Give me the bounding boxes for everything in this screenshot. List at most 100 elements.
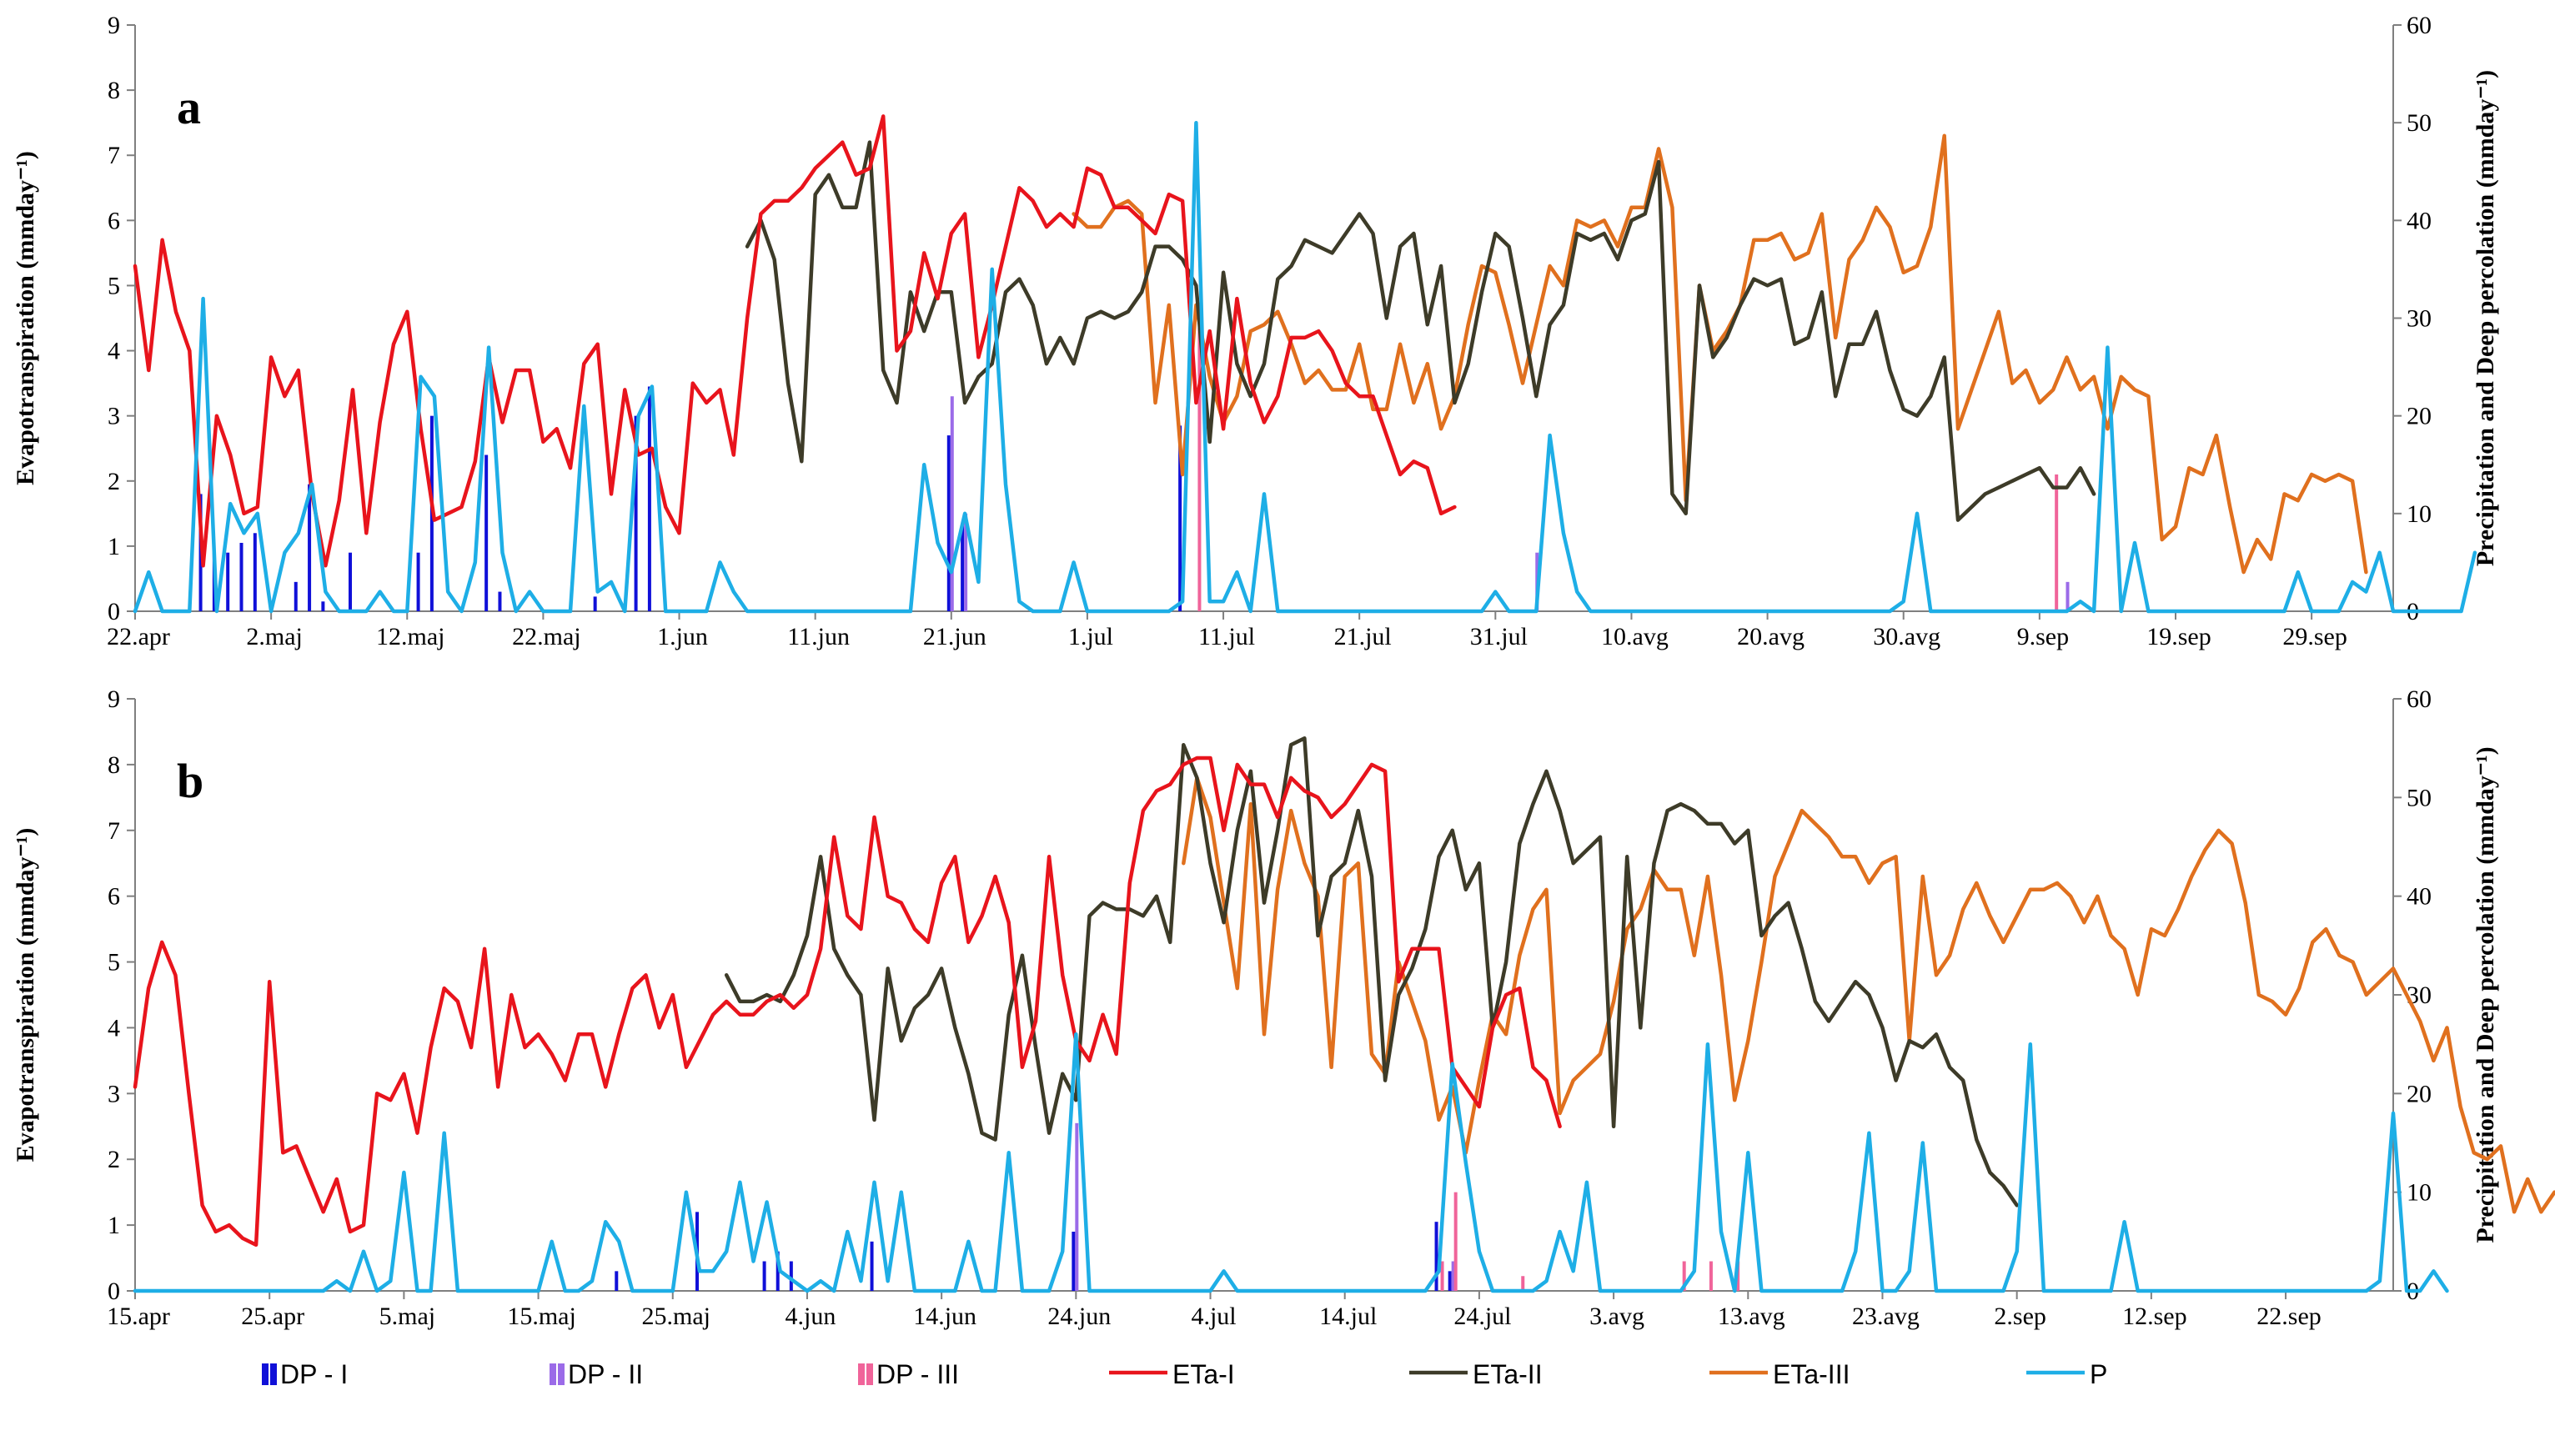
y-axis-right-title: Precipitation and Deep percolation (mmda… <box>2472 746 2499 1243</box>
dp-bar-dp-iii <box>1197 328 1202 611</box>
y-right-tick-label: 20 <box>2407 1080 2432 1107</box>
y-right-tick-label: 10 <box>2407 500 2432 528</box>
x-tick-label: 21.jul <box>1334 623 1392 650</box>
y-right-tick-label: 50 <box>2407 784 2432 811</box>
dp-bar-dp-i <box>294 581 298 611</box>
legend: DP - I DP - II DP - III ETa-I ETa-II ETa-III P <box>262 1359 2107 1389</box>
legend-swatch-bar <box>858 1363 865 1385</box>
y-left-tick-label: 0 <box>108 1278 120 1305</box>
x-tick-label: 9.sep <box>2017 623 2070 650</box>
dp-bar-dp-i <box>593 596 597 611</box>
dp-bar-dp-i <box>226 552 230 611</box>
dp-bar-dp-i <box>484 454 489 611</box>
x-tick-label: 25.maj <box>642 1303 711 1330</box>
x-tick-label: 2.sep <box>1994 1303 2046 1330</box>
y-left-tick-label: 2 <box>108 468 120 495</box>
x-tick-label: 4.jul <box>1191 1303 1236 1330</box>
x-tick-label: 14.jul <box>1319 1303 1377 1330</box>
y-left-tick-label: 0 <box>108 598 120 625</box>
dp-bar-dp-i <box>961 523 965 611</box>
dp-bar-dp-i <box>349 552 353 611</box>
series-line-p <box>133 120 2477 614</box>
x-tick-label: 5.maj <box>379 1303 436 1330</box>
dp-bar-dp-ii <box>950 396 954 611</box>
y-right-tick-label: 40 <box>2407 207 2432 234</box>
y-left-tick-label: 5 <box>108 272 120 299</box>
y-left-tick-label: 1 <box>108 533 120 560</box>
dp-bar-dp-iii <box>1521 1276 1525 1291</box>
x-tick-label: 22.maj <box>512 623 581 650</box>
dp-bar-dp-i <box>1178 425 1182 611</box>
x-tick-label: 1.jul <box>1068 623 1113 650</box>
x-tick-label: 14.jun <box>913 1303 976 1330</box>
x-tick-label: 29.sep <box>2282 623 2347 650</box>
dp-bar-dp-i <box>498 591 502 611</box>
series-line-eta-i <box>133 114 1457 568</box>
y-right-tick-label: 60 <box>2407 685 2432 713</box>
x-tick-label: 21.jun <box>923 623 986 650</box>
y-left-tick-label: 6 <box>108 883 120 911</box>
series-line-p <box>133 1032 2449 1293</box>
y-left-tick-label: 7 <box>108 142 120 169</box>
x-tick-label: 15.maj <box>507 1303 576 1330</box>
y-right-tick-label: 50 <box>2407 109 2432 137</box>
legend-label: ETa-III <box>1773 1359 1850 1389</box>
x-tick-label: 31.jul <box>1470 623 1528 650</box>
x-tick-label: 23.avg <box>1852 1303 1920 1330</box>
dp-bar-dp-i <box>253 533 257 611</box>
dp-bar-dp-i <box>789 1261 793 1291</box>
legend-label: DP - III <box>876 1359 959 1389</box>
panel-label: a <box>177 80 201 134</box>
x-tick-label: 3.avg <box>1589 1303 1644 1330</box>
dp-bar-dp-i <box>615 1271 619 1291</box>
dp-bar-dp-i <box>946 435 951 611</box>
y-left-tick-label: 2 <box>108 1146 120 1173</box>
y-right-tick-label: 40 <box>2407 883 2432 911</box>
x-tick-label: 25.apr <box>241 1303 304 1330</box>
legend-label: ETa-II <box>1473 1359 1543 1389</box>
legend-swatch-bar <box>866 1363 873 1385</box>
x-tick-label: 19.sep <box>2146 623 2211 650</box>
y-right-tick-label: 30 <box>2407 305 2432 333</box>
series-line-eta-ii <box>724 736 2019 1207</box>
y-axis-left-title: Evapotranspiration (mmday⁻¹) <box>12 828 39 1162</box>
x-tick-label: 10.avg <box>1601 623 1669 650</box>
legend-swatch-bar <box>550 1363 556 1385</box>
x-tick-label: 2.maj <box>246 623 303 650</box>
y-left-tick-label: 9 <box>108 685 120 713</box>
legend-label: P <box>2090 1359 2107 1389</box>
y-left-tick-label: 9 <box>108 12 120 39</box>
dp-bar-dp-i <box>647 386 651 611</box>
y-right-tick-label: 10 <box>2407 1179 2432 1207</box>
y-left-tick-label: 4 <box>108 338 120 365</box>
y-axis-left-title: Evapotranspiration (mmday⁻¹) <box>12 151 39 485</box>
dp-bar-dp-iii <box>2055 474 2059 611</box>
x-tick-label: 11.jun <box>787 623 850 650</box>
legend-label: DP - I <box>280 1359 348 1389</box>
series-line-eta-i <box>133 756 1562 1248</box>
x-tick-label: 12.maj <box>376 623 445 650</box>
y-right-tick-label: 60 <box>2407 12 2432 39</box>
x-tick-label: 30.avg <box>1873 623 1940 650</box>
y-left-tick-label: 3 <box>108 1080 120 1107</box>
x-tick-label: 22.apr <box>107 623 170 650</box>
x-tick-label: 11.jul <box>1198 623 1255 650</box>
x-tick-label: 12.sep <box>2122 1303 2187 1330</box>
legend-swatch-bar <box>558 1363 565 1385</box>
dp-bar-dp-ii <box>1451 1261 1455 1291</box>
dp-bar-dp-i <box>1448 1271 1452 1291</box>
legend-label: DP - II <box>568 1359 643 1389</box>
dp-bar-dp-i <box>776 1251 780 1291</box>
series-line-eta-ii <box>745 140 2096 522</box>
dp-bar-dp-ii <box>2066 581 2070 611</box>
dp-bar-dp-ii <box>1075 1122 1079 1291</box>
y-left-tick-label: 8 <box>108 751 120 779</box>
y-left-tick-label: 5 <box>108 949 120 977</box>
y-axis-right-title: Precipitation and Deep percolation (mmda… <box>2472 70 2499 566</box>
x-tick-label: 24.jul <box>1453 1303 1511 1330</box>
dp-bar-dp-i <box>416 552 420 611</box>
legend-label: ETa-I <box>1172 1359 1235 1389</box>
y-left-tick-label: 4 <box>108 1014 120 1042</box>
